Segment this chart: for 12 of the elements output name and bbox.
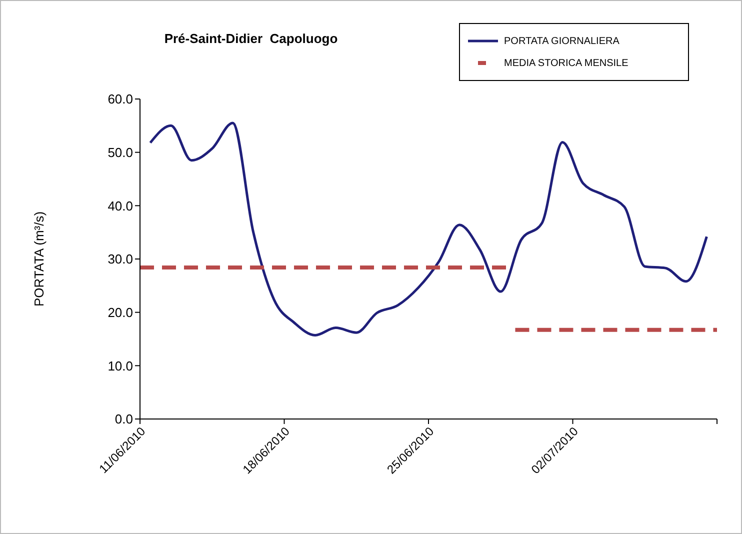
y-tick-label: 50.0 [108,144,133,160]
legend-label: PORTATA GIORNALIERA [504,36,620,46]
y-tick-label: 30.0 [108,252,133,267]
y-tick-label: 10.0 [108,358,133,374]
y-tick-label: 0.0 [114,412,133,427]
chart-title: Pré-Saint-Didier Capoluogo [163,31,339,46]
legend-label: MEDIA STORICA MENSILE [504,58,628,68]
y-axis-title: PORTATA (m³/s) [32,211,47,307]
y-tick-label: 20.0 [108,304,133,320]
y-tick-label: 40.0 [108,198,133,214]
line-series [149,122,708,337]
y-tick-label: 60.0 [108,92,133,107]
